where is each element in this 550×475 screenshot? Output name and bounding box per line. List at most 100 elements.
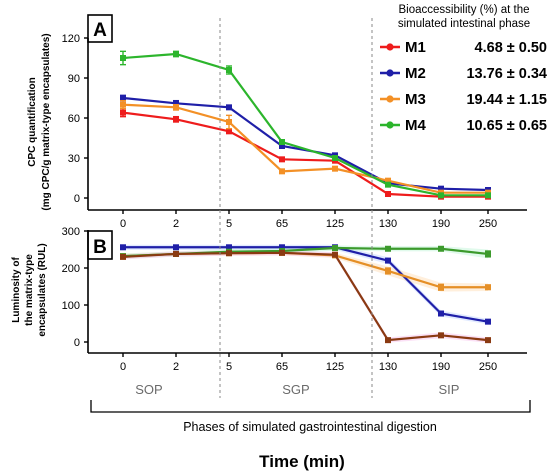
a-x-tick-label: 2 — [173, 218, 179, 230]
phase-caption: Phases of simulated gastrointestinal dig… — [183, 420, 437, 434]
series-m3-point — [120, 101, 126, 108]
series-m2-point — [279, 143, 285, 149]
panel-b-ylabel-line3: encapsulates (RUL) — [37, 243, 48, 336]
panel-b-series-1-point — [120, 244, 126, 251]
series-m2-point — [226, 104, 232, 111]
panel-a-series — [120, 50, 491, 200]
b-x-tick-label: 125 — [326, 361, 344, 373]
series-m3-line — [122, 103, 488, 194]
panel-b-series-4-line — [122, 251, 489, 342]
panel-b-series-4-point — [438, 332, 444, 339]
legend-title-line2: simulated intestinal phase — [398, 18, 530, 30]
series-m4-point — [279, 139, 285, 145]
panel-b: B 0 100 200 300 0 2 5 65 125 130 190 250 Luminosit… — [11, 226, 527, 373]
series-m4-line — [122, 52, 488, 197]
a-y-tick-label: 60 — [68, 113, 80, 125]
panel-b-series-4-band — [123, 250, 488, 343]
b-y-tick-label: 300 — [62, 226, 80, 238]
series-m1-point — [385, 191, 391, 197]
a-x-tick-label: 190 — [432, 218, 450, 230]
series-m3-point — [279, 168, 285, 175]
legend-bioaccessibility-value: 10.65 ± 0.65 — [466, 118, 547, 134]
panel-a-label-box — [87, 14, 113, 43]
series-m2-point — [438, 185, 444, 192]
panel-b-series-4-point — [173, 250, 179, 257]
phase-label-sip: SIP — [439, 382, 460, 397]
legend-swatch-marker — [386, 43, 394, 51]
series-m4-point — [226, 67, 232, 73]
panel-a-x-ticks: 0 2 5 65 125 130 190 250 — [120, 210, 497, 230]
a-y-tick-label: 30 — [68, 153, 80, 165]
panel-a-y-ticks: 0 30 60 90 120 — [62, 33, 88, 205]
panel-b-ylabel-line2: the matrix-type — [24, 254, 35, 326]
panel-b-series-4-point — [485, 337, 491, 344]
b-y-tick-label: 200 — [62, 263, 80, 275]
panel-b-series-4-point — [279, 249, 285, 256]
panel-b-series-1-point — [485, 318, 491, 325]
a-y-tick-label: 90 — [68, 73, 80, 85]
series-m1-point — [173, 116, 179, 123]
series-m1-point — [226, 128, 232, 135]
panel-b-series-1-line — [123, 246, 489, 323]
series-m1-point — [279, 156, 285, 163]
legend-bioaccessibility-value: 4.68 ± 0.50 — [475, 40, 547, 56]
series-m4-point — [173, 51, 179, 57]
panel-a-ylabel-line1: CPC quantification — [27, 77, 38, 166]
series-m2-point — [120, 95, 126, 101]
series-m2-point — [173, 100, 179, 107]
b-x-tick-label: 65 — [276, 361, 288, 373]
b-x-tick-label: 250 — [479, 361, 497, 373]
legend-bioaccessibility-value: 19.44 ± 1.15 — [466, 92, 547, 108]
a-x-tick-label: 65 — [276, 218, 288, 230]
series-m2-line — [122, 96, 489, 192]
series-m4-point — [438, 192, 444, 199]
panel-b-series-3-point — [438, 245, 444, 252]
panel-a-ylabel-line2: (mg CPC/g matrix-type encapsulates) — [41, 33, 52, 210]
panel-b-label-box — [87, 230, 113, 260]
panel-b-series-1-point — [226, 244, 232, 251]
legend-bioaccessibility-value: 13.76 ± 0.34 — [466, 66, 547, 82]
phase-label-sgp: SGP — [282, 382, 309, 397]
legend-swatch-marker — [386, 121, 394, 129]
panel-b-series-1-point — [438, 310, 444, 317]
b-x-tick-label: 130 — [379, 361, 397, 373]
legend-series-name: M3 — [405, 91, 426, 108]
legend-swatch-marker — [386, 95, 394, 103]
a-x-tick-label: 5 — [226, 218, 232, 230]
legend-items: M1 4.68 ± 0.50 M2 13.76 ± 0.34 M3 19.44 ± 1.1… — [380, 39, 547, 134]
legend-series-name: M4 — [405, 117, 426, 134]
panel-b-series-3-point — [385, 245, 391, 252]
phase-dividers — [219, 18, 373, 398]
panel-b-error-bands — [123, 244, 488, 343]
legend-series-name: M1 — [405, 39, 426, 56]
b-y-tick-label: 100 — [62, 300, 80, 312]
panel-b-series-2-point — [485, 284, 491, 291]
legend-swatch-marker — [386, 69, 394, 77]
series-m4-point — [485, 192, 491, 199]
a-y-tick-label: 0 — [74, 193, 80, 205]
x-axis-title: Time (min) — [259, 452, 345, 471]
series-m3-point — [173, 104, 179, 111]
panel-b-series-2-point — [438, 284, 444, 291]
series-m3-point — [332, 165, 338, 172]
panel-b-series-1-point — [385, 257, 391, 264]
panel-b-series-1-point — [173, 244, 179, 251]
panel-a: A 0 30 60 90 120 0 2 5 65 125 130 190 250 CPC quant… — [27, 14, 527, 230]
series-m3-point — [226, 119, 232, 125]
legend-title-line1: Bioaccessibility (%) at the — [398, 4, 529, 16]
b-x-tick-label: 2 — [173, 361, 179, 373]
panel-b-series — [120, 244, 491, 344]
panel-b-x-ticks: 0 2 5 65 125 130 190 250 — [120, 353, 497, 373]
panel-b-series-3-point — [485, 250, 491, 257]
panel-b-series-4-point — [226, 250, 232, 257]
a-y-tick-label: 120 — [62, 33, 80, 45]
panel-b-series-2-point — [385, 267, 391, 274]
panel-b-y-ticks: 0 100 200 300 — [62, 226, 88, 349]
series-m4-point — [332, 155, 338, 161]
series-m4-point — [120, 55, 126, 61]
series-m3-point — [385, 177, 391, 184]
panel-b-ylabel-line1: Luminosity of — [11, 257, 22, 323]
legend-series-name: M2 — [405, 65, 426, 82]
a-x-tick-label: 130 — [379, 218, 397, 230]
